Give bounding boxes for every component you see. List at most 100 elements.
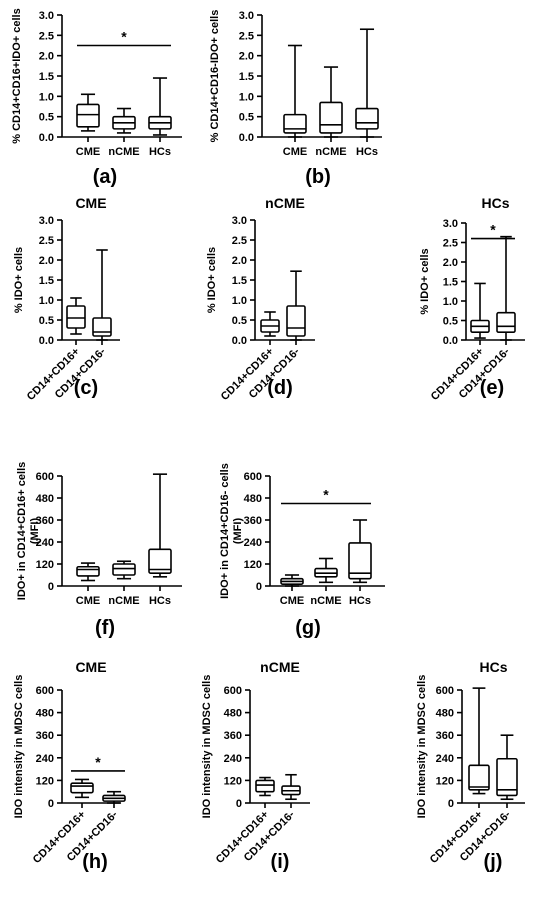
panel-title: CME: [75, 659, 106, 675]
box-iqr: [319, 101, 343, 134]
y-tick-label: 0: [48, 798, 54, 810]
y-tick-label: 240: [224, 753, 242, 765]
box-a-0: [76, 93, 100, 132]
y-tick-label: 120: [224, 775, 242, 787]
y-tick-label: 240: [36, 537, 54, 549]
y-tick-label: 360: [436, 730, 454, 742]
panel-label: (f): [95, 617, 115, 639]
x-tick-label: HCs: [349, 595, 371, 607]
y-tick-label: 240: [436, 753, 454, 765]
chart-panel-g: 0 120 240 360 480 600 CME nCME HCs * IDO+ in CD14+…: [219, 463, 385, 639]
y-tick-label: 600: [36, 685, 54, 697]
y-tick-label: 2.0: [239, 51, 254, 63]
x-tick-label: CME: [76, 146, 100, 158]
chart-panel-c: 0.00.51.01.52.02.53.0CD14+CD16+CD14+CD16…: [13, 195, 120, 403]
y-tick-label: 1.5: [239, 71, 254, 83]
y-tick-label: 600: [436, 685, 454, 697]
y-tick-label: 360: [36, 730, 54, 742]
box-iqr: [70, 782, 94, 794]
y-tick-label: 480: [436, 708, 454, 720]
significance-star: *: [121, 29, 127, 45]
y-tick-label: 600: [244, 471, 262, 483]
y-tick-label: 2.5: [39, 235, 54, 247]
box-iqr: [286, 305, 306, 337]
box-f-2: [148, 473, 172, 578]
box-iqr: [92, 317, 112, 337]
y-tick-label: 0.0: [39, 132, 54, 144]
y-axis-label: IDO+ in CD14+CD16- cells: [219, 463, 231, 599]
box-iqr: [112, 563, 136, 576]
chart-panel-i: 0120240360480600CD14+CD16+CD14+CD16-IDO …: [201, 659, 310, 873]
y-tick-label: 120: [436, 775, 454, 787]
box-i-0: [255, 776, 275, 797]
y-axis-label: IDO intensity in MDSC cells: [201, 675, 213, 819]
box-iqr: [66, 305, 86, 329]
box-f-0: [76, 562, 100, 582]
y-tick-label: 3.0: [39, 10, 54, 22]
box-iqr: [468, 764, 490, 791]
panel-label: (e): [480, 377, 504, 399]
y-tick-label: 0.5: [39, 112, 54, 124]
y-tick-label: 0: [236, 798, 242, 810]
y-tick-label: 240: [244, 537, 262, 549]
y-tick-label: 2.5: [239, 30, 254, 42]
box-j-0: [468, 687, 490, 795]
y-tick-label: 0.5: [239, 112, 254, 124]
panel-label: (d): [267, 377, 293, 399]
y-axis-label: (MFI): [29, 518, 41, 545]
y-tick-label: 120: [36, 775, 54, 787]
y-tick-label: 1.5: [443, 277, 458, 289]
y-tick-label: 1.5: [232, 275, 247, 287]
y-tick-label: 480: [36, 493, 54, 505]
box-f-1: [112, 560, 136, 580]
y-tick-label: 0.5: [443, 316, 458, 328]
x-tick-label: CME: [76, 595, 100, 607]
y-tick-label: 0.0: [232, 335, 247, 347]
y-tick-label: 2.5: [232, 235, 247, 247]
y-tick-label: 240: [36, 753, 54, 765]
panel-label: (b): [305, 166, 331, 188]
y-tick-label: 1.5: [39, 71, 54, 83]
y-tick-label: 0.5: [232, 315, 247, 327]
y-tick-label: 120: [244, 559, 262, 571]
y-tick-label: 0.0: [443, 335, 458, 347]
panel-label: (h): [82, 851, 108, 873]
box-b-0: [283, 44, 307, 138]
box-c-1: [92, 249, 112, 341]
chart-panel-j: 0120240360480600CD14+CD16+CD14+CD16-IDO …: [416, 659, 525, 873]
box-iqr: [76, 565, 100, 577]
x-tick-label: nCME: [108, 146, 139, 158]
panel-title: CME: [75, 195, 106, 211]
chart-panel-d: 0.00.51.01.52.02.53.0CD14+CD16+CD14+CD16…: [206, 195, 315, 403]
chart-panel-a: 0.0 0.5 1.0 1.5 2.0 2.5 3.0 CME nCME HCs * % CD14+C…: [11, 8, 182, 188]
chart-panel-f: 0 120 240 360 480 600 CME nCME HCs IDO+ in CD14+C…: [16, 462, 182, 639]
x-tick-label: HCs: [149, 595, 171, 607]
y-tick-label: 480: [224, 708, 242, 720]
chart-panel-h: 0120240360480600CD14+CD16+CD14+CD16-*IDO…: [13, 659, 126, 873]
x-tick-label: HCs: [356, 146, 378, 158]
y-tick-label: 0.0: [239, 132, 254, 144]
panel-title: HCs: [481, 195, 509, 211]
box-e-0: [470, 282, 490, 339]
box-iqr: [348, 542, 372, 580]
box-iqr: [148, 548, 172, 574]
y-axis-label: IDO intensity in MDSC cells: [416, 675, 428, 819]
panel-label: (i): [271, 851, 290, 873]
y-axis-label: % IDO+ cells: [206, 247, 218, 313]
box-d-1: [286, 270, 306, 341]
y-tick-label: 360: [244, 515, 262, 527]
y-tick-label: 0.5: [39, 315, 54, 327]
box-iqr: [355, 107, 379, 130]
box-h-0: [70, 778, 94, 799]
y-axis-label: % CD14+CD16-IDO+ cells: [209, 10, 221, 143]
panel-label: (j): [484, 851, 503, 873]
box-c-0: [66, 297, 86, 335]
y-tick-label: 3.0: [443, 218, 458, 230]
box-a-1: [112, 107, 136, 134]
y-tick-label: 3.0: [239, 10, 254, 22]
y-tick-label: 1.0: [39, 91, 54, 103]
y-tick-label: 360: [36, 515, 54, 527]
y-tick-label: 2.0: [39, 255, 54, 267]
y-tick-label: 600: [36, 471, 54, 483]
